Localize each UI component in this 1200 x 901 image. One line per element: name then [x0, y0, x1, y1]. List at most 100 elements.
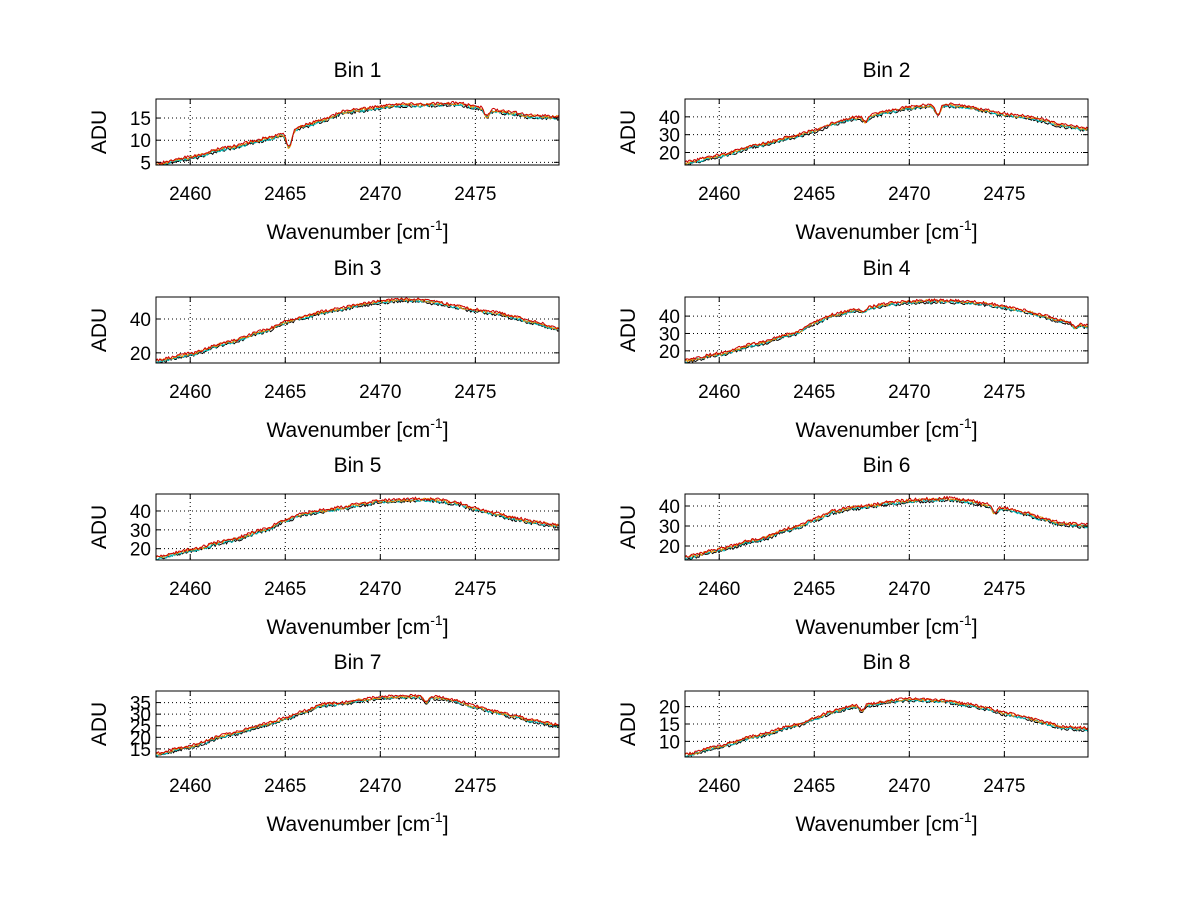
series-line-red — [155, 693, 560, 755]
y-tick-label: 40 — [130, 502, 151, 523]
x-tick-label: 2475 — [983, 579, 1025, 600]
y-tick-label: 30 — [659, 324, 680, 345]
x-tick-label: 2470 — [359, 776, 401, 797]
x-tick-label: 2465 — [264, 776, 306, 797]
x-tick-label: 2470 — [888, 579, 930, 600]
series-line-black — [684, 498, 1089, 561]
y-tick-label: 25 — [130, 717, 151, 738]
y-tick-label: 35 — [130, 694, 151, 715]
series-line-black — [156, 299, 560, 364]
x-tick-label: 2475 — [983, 184, 1025, 205]
subplot-title: Bin 6 — [863, 454, 911, 477]
y-tick-label: 20 — [659, 698, 680, 719]
series-line-cyan — [155, 498, 560, 561]
x-axis-label: Wavenumber [cm-1] — [266, 809, 448, 836]
series-line-red — [684, 495, 1089, 558]
x-tick-label: 2460 — [169, 579, 211, 600]
series-line-orange — [684, 299, 1089, 363]
axes-frame — [684, 493, 1089, 561]
y-tick-label: 15 — [130, 109, 151, 130]
axes-frame — [155, 296, 560, 364]
series-line-black — [155, 696, 560, 758]
x-tick-label: 2465 — [264, 579, 306, 600]
y-tick-label: 20 — [130, 540, 151, 561]
subplot-title: Bin 3 — [334, 257, 382, 280]
x-tick-label: 2470 — [359, 184, 401, 205]
x-tick-label: 2475 — [454, 184, 496, 205]
x-tick-label: 2460 — [698, 184, 740, 205]
y-tick-label: 20 — [659, 144, 680, 165]
y-axis-label: ADU — [617, 110, 640, 154]
y-tick-label: 20 — [130, 344, 151, 365]
y-axis-label: ADU — [88, 702, 111, 746]
series-line-red — [155, 297, 560, 362]
x-tick-label: 2460 — [698, 382, 740, 403]
x-tick-label: 2460 — [698, 579, 740, 600]
axes-frame — [684, 98, 1089, 166]
series-line-cyan — [156, 102, 560, 166]
y-tick-label: 40 — [659, 307, 680, 328]
x-axis-label: Wavenumber [cm-1] — [266, 217, 448, 244]
series-line-orange — [155, 101, 560, 166]
y-axis-label: ADU — [88, 308, 111, 352]
x-tick-label: 2470 — [888, 382, 930, 403]
series-line-orange — [155, 298, 560, 362]
x-tick-label: 2475 — [983, 382, 1025, 403]
x-tick-label: 2475 — [454, 776, 496, 797]
y-axis-label: ADU — [617, 505, 640, 549]
y-tick-label: 15 — [659, 715, 680, 736]
x-tick-label: 2475 — [454, 382, 496, 403]
x-tick-label: 2475 — [454, 579, 496, 600]
axes-frame — [684, 296, 1089, 364]
axes-frame — [155, 493, 560, 561]
y-axis-label: ADU — [617, 702, 640, 746]
subplot-title: Bin 8 — [863, 651, 911, 674]
y-tick-label: 40 — [659, 108, 680, 129]
subplot-bin-3: Bin 3 2460 2465 2470 2475 20 40 Wavenumber [cm-… — [88, 257, 560, 442]
x-tick-label: 2465 — [264, 382, 306, 403]
series-line-black — [156, 103, 560, 166]
x-axis-label: Wavenumber [cm-1] — [795, 612, 977, 639]
subplot-title: Bin 7 — [334, 651, 382, 674]
x-tick-label: 2470 — [359, 579, 401, 600]
y-tick-label: 20 — [659, 342, 680, 363]
y-tick-label: 5 — [140, 153, 151, 174]
series-line-cyan — [684, 497, 1089, 561]
x-tick-label: 2460 — [169, 382, 211, 403]
series-line-red — [155, 496, 560, 558]
y-axis-label: ADU — [88, 110, 111, 154]
x-axis-label: Wavenumber [cm-1] — [266, 612, 448, 639]
x-tick-label: 2465 — [793, 579, 835, 600]
series-line-red — [684, 298, 1089, 361]
x-axis-label: Wavenumber [cm-1] — [795, 217, 977, 244]
x-tick-label: 2460 — [698, 776, 740, 797]
series-line-red — [684, 696, 1089, 756]
y-tick-label: 15 — [130, 740, 151, 761]
series-line-orange — [684, 497, 1089, 558]
x-tick-label: 2460 — [169, 184, 211, 205]
y-axis-label: ADU — [617, 308, 640, 352]
x-axis-label: Wavenumber [cm-1] — [795, 415, 977, 442]
series-line-red — [684, 102, 1089, 163]
y-tick-label: 30 — [659, 517, 680, 538]
axes-frame — [155, 98, 560, 166]
series-line-black — [685, 105, 1089, 166]
y-tick-label: 40 — [130, 310, 151, 331]
series-line-cyan — [684, 698, 1089, 758]
x-tick-label: 2470 — [888, 184, 930, 205]
y-tick-label: 40 — [659, 497, 680, 518]
y-tick-label: 20 — [130, 728, 151, 749]
subplot-title: Bin 1 — [334, 59, 382, 82]
x-tick-label: 2470 — [359, 382, 401, 403]
x-tick-label: 2465 — [793, 184, 835, 205]
axes-frame — [155, 690, 560, 758]
y-tick-label: 30 — [659, 126, 680, 147]
